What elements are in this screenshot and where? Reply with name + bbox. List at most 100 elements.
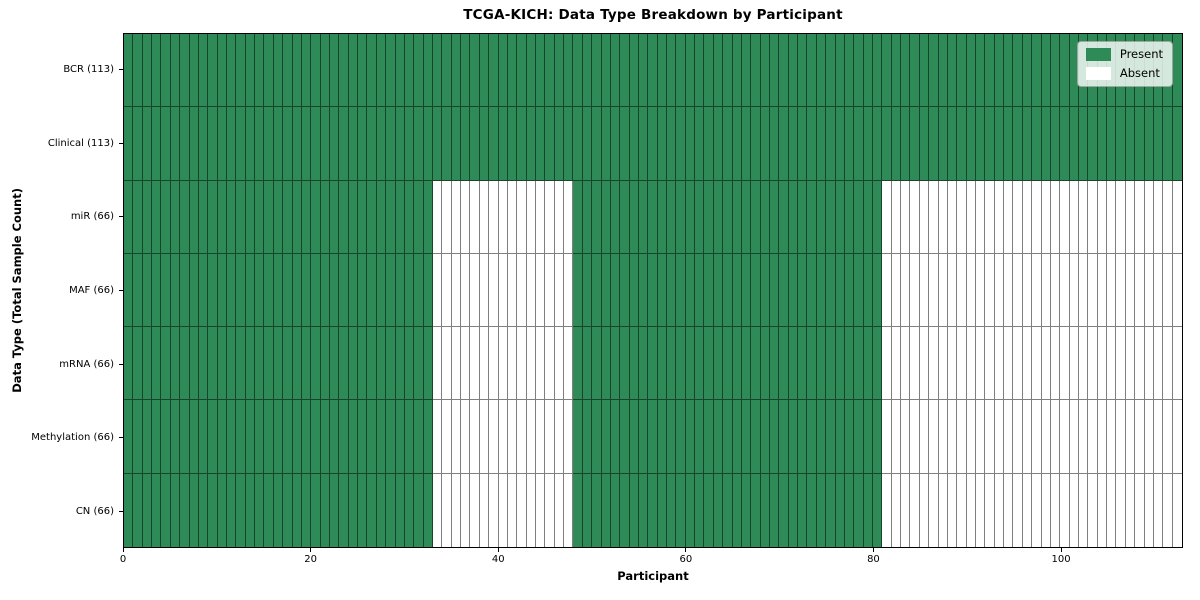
heatmap-cell xyxy=(489,400,499,474)
heatmap-cell xyxy=(994,400,1005,474)
heatmap-cell xyxy=(657,107,668,181)
heatmap-cell xyxy=(226,473,237,547)
heatmap-cell xyxy=(554,253,565,328)
heatmap-cell xyxy=(938,327,948,401)
heatmap-cell xyxy=(432,473,443,547)
heatmap-cell xyxy=(442,253,452,328)
heatmap-cell xyxy=(554,180,565,254)
heatmap-cell xyxy=(601,34,611,108)
heatmap-cell xyxy=(994,327,1005,401)
heatmap-cell xyxy=(395,473,405,547)
heatmap-cell xyxy=(161,400,171,474)
heatmap-cell xyxy=(704,400,714,474)
heatmap-cell xyxy=(198,34,209,108)
legend-item-absent: Absent xyxy=(1085,67,1163,80)
heatmap-cell xyxy=(1135,327,1145,401)
heatmap-cell xyxy=(208,180,218,254)
heatmap-cell xyxy=(348,473,359,547)
heatmap-cell xyxy=(667,253,677,328)
heatmap-cell xyxy=(938,180,948,254)
heatmap-cell xyxy=(695,107,705,181)
heatmap-cell xyxy=(526,327,536,401)
heatmap-cell xyxy=(751,400,761,474)
x-tick-mark xyxy=(685,548,687,552)
heatmap-cell xyxy=(863,473,874,547)
heatmap-cell xyxy=(741,327,752,401)
heatmap-cell xyxy=(358,473,368,547)
heatmap-cell xyxy=(198,327,209,401)
heatmap-cell xyxy=(236,327,246,401)
heatmap-cell xyxy=(470,473,480,547)
heatmap-cell xyxy=(835,180,845,254)
heatmap-cell xyxy=(1088,400,1098,474)
heatmap-cell xyxy=(226,253,237,328)
heatmap-cell xyxy=(929,253,939,328)
heatmap-cell xyxy=(891,473,902,547)
heatmap-cell xyxy=(798,400,808,474)
heatmap-cell xyxy=(1125,327,1136,401)
heatmap-cell xyxy=(1079,107,1089,181)
heatmap-cell xyxy=(180,253,190,328)
heatmap-cell xyxy=(1153,253,1164,328)
heatmap-cell xyxy=(966,107,977,181)
heatmap-cell xyxy=(170,34,181,108)
heatmap-cell xyxy=(1172,400,1182,474)
heatmap-cell xyxy=(358,107,368,181)
heatmap-cell xyxy=(255,180,265,254)
heatmap-cell xyxy=(620,107,630,181)
heatmap-cell xyxy=(573,253,583,328)
heatmap-cell xyxy=(301,253,312,328)
heatmap-cell xyxy=(1022,180,1033,254)
heatmap-cell xyxy=(1069,473,1079,547)
heatmap-cell xyxy=(723,473,733,547)
heatmap-cell xyxy=(498,400,508,474)
heatmap-cell xyxy=(807,253,817,328)
heatmap-cell xyxy=(704,253,714,328)
heatmap-cell xyxy=(517,180,527,254)
heatmap-cell xyxy=(161,327,171,401)
heatmap-cell xyxy=(442,34,452,108)
heatmap-cell xyxy=(947,253,958,328)
heatmap-cell xyxy=(648,400,658,474)
heatmap-cell xyxy=(592,107,602,181)
heatmap-cell xyxy=(713,34,724,108)
heatmap-cell xyxy=(835,473,845,547)
heatmap-cell xyxy=(358,180,368,254)
heatmap-cell xyxy=(760,107,771,181)
y-tick-mark xyxy=(119,363,123,365)
heatmap-cell xyxy=(910,107,920,181)
heatmap-cell xyxy=(245,400,256,474)
heatmap-cell xyxy=(376,253,387,328)
y-tick-mark xyxy=(119,69,123,71)
heatmap-cell xyxy=(320,400,330,474)
heatmap-cell xyxy=(798,473,808,547)
heatmap-cell xyxy=(751,180,761,254)
heatmap-cell xyxy=(648,327,658,401)
heatmap-cell xyxy=(404,400,415,474)
heatmap-cell xyxy=(919,34,930,108)
heatmap-cell xyxy=(273,107,284,181)
x-tick-label: 40 xyxy=(491,554,505,565)
heatmap-cell xyxy=(1022,473,1033,547)
heatmap-cell xyxy=(695,253,705,328)
heatmap-cell xyxy=(994,253,1005,328)
heatmap-cell xyxy=(882,400,892,474)
heatmap-cell xyxy=(395,253,405,328)
heatmap-cell xyxy=(1125,180,1136,254)
heatmap-grid xyxy=(124,34,1182,547)
heatmap-cell xyxy=(386,253,396,328)
heatmap-cell xyxy=(1013,327,1023,401)
heatmap-cell xyxy=(966,400,977,474)
heatmap-cell xyxy=(1060,180,1070,254)
heatmap-cell xyxy=(414,253,424,328)
heatmap-cell xyxy=(1097,327,1108,401)
heatmap-cell xyxy=(311,253,321,328)
heatmap-cell xyxy=(582,107,593,181)
heatmap-cell xyxy=(1050,253,1061,328)
heatmap-cell xyxy=(695,327,705,401)
heatmap-cell xyxy=(189,107,199,181)
heatmap-cell xyxy=(863,107,874,181)
heatmap-cell xyxy=(966,327,977,401)
heatmap-cell xyxy=(854,107,864,181)
